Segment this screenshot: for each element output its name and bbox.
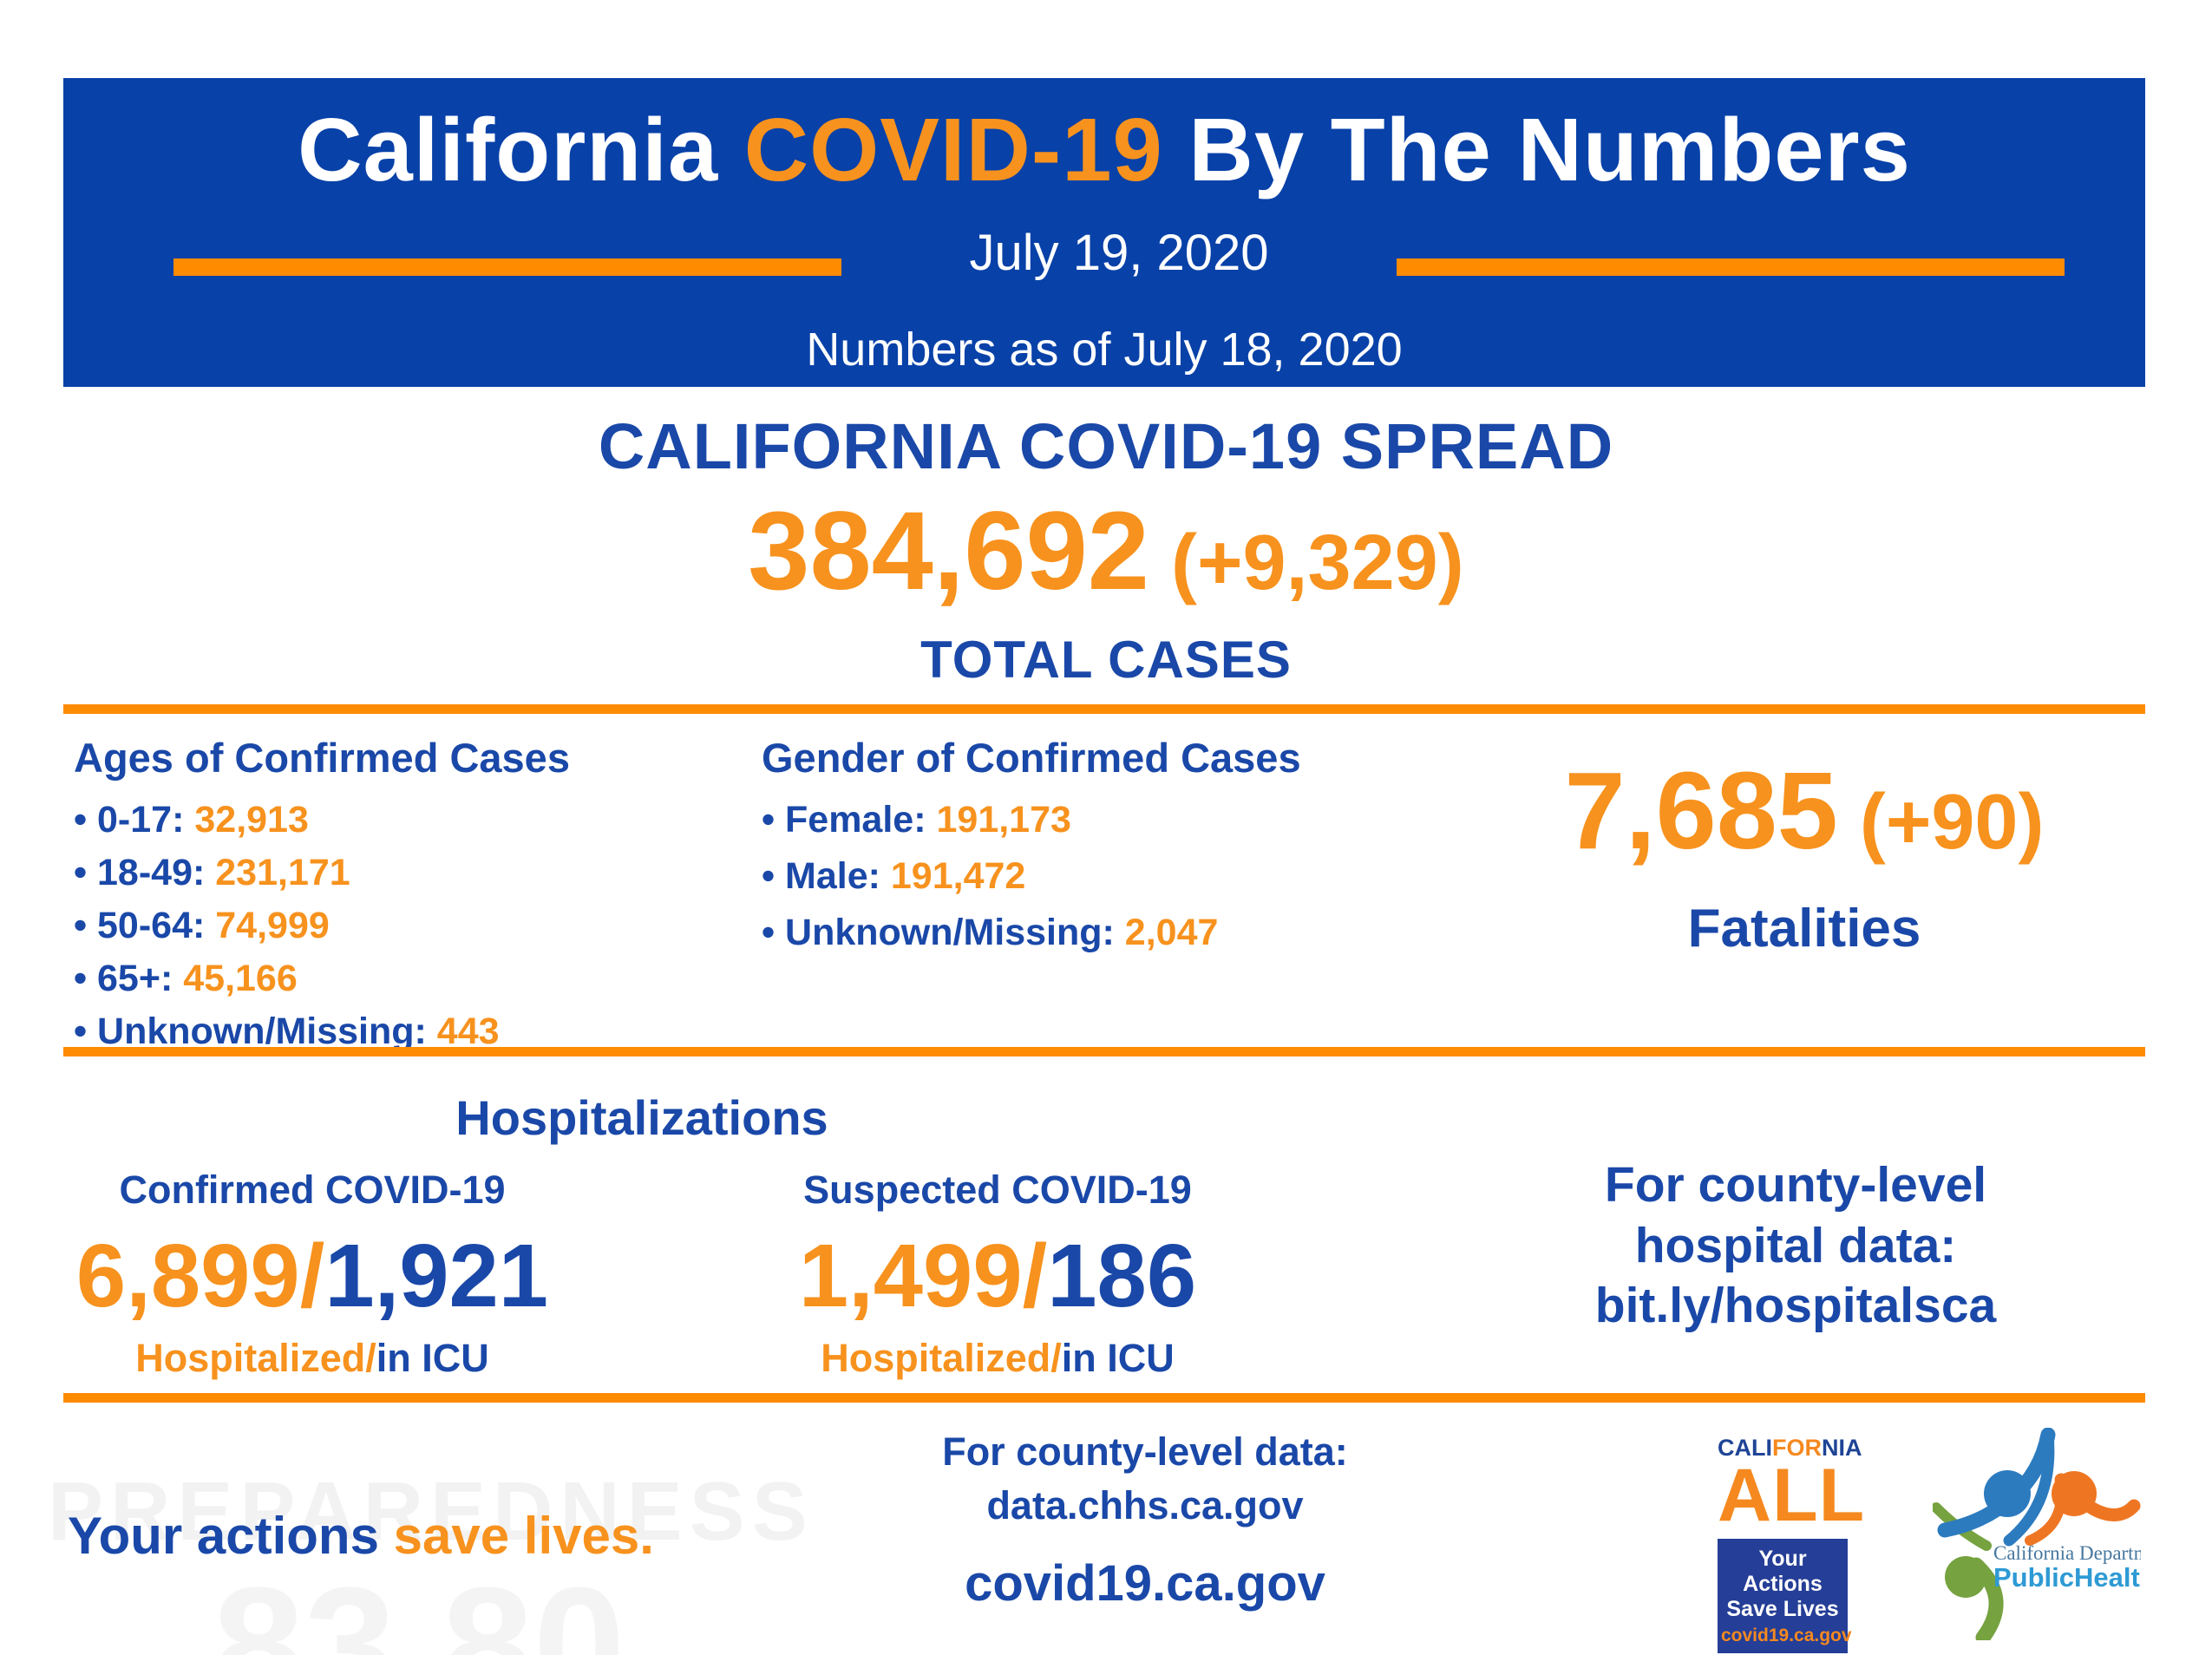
county-data-label: For county-level data: xyxy=(942,1429,1348,1474)
total-cases-delta: (+9,329) xyxy=(1149,520,1464,606)
cdph-line1-svg-text: California Department of xyxy=(1993,1542,2141,1564)
gender-section: Gender of Confirmed Cases Female: 191,17… xyxy=(762,734,1421,970)
note-line-2: hospital data: xyxy=(1634,1217,1957,1273)
ages-item-unknown: Unknown/Missing: 443 xyxy=(74,1012,698,1050)
tagline-your-actions: Your actions xyxy=(68,1507,394,1565)
ages-title: Ages of Confirmed Cases xyxy=(74,735,570,781)
cdph-line2-svg-text: PublicHealth xyxy=(1993,1562,2141,1593)
suspected-numbers: 1,499/186 xyxy=(798,1226,1197,1325)
confirmed-title: Confirmed COVID-19 xyxy=(119,1168,506,1212)
ages-item-50-64: 50-64: 74,999 xyxy=(74,906,698,945)
covid19-site-link: covid19.ca.gov xyxy=(965,1555,1325,1612)
cdph-logo-icon: California Department of PublicHealth xyxy=(1931,1427,2196,1645)
watermark-preparedness: PREPAREDNESS xyxy=(48,1465,815,1558)
fatalities-delta: (+90) xyxy=(1837,779,2045,866)
ages-item-18-49: 18-49: 231,171 xyxy=(74,854,698,892)
badge-site: covid19.ca.gov xyxy=(1721,1626,1852,1646)
date-accent-bar-left xyxy=(173,258,841,276)
tagline: Your actions save lives. xyxy=(68,1506,654,1566)
california-all-wordmark: CALIFORNIA xyxy=(1718,1435,1862,1461)
total-cases-value: 384,692 xyxy=(748,489,1149,613)
total-cases-label: TOTAL CASES xyxy=(920,631,1292,689)
california-all-badge: Your Actions Save Lives covid19.ca.gov xyxy=(1718,1539,1852,1654)
cdph-logo: California Department of PublicHealth xyxy=(1931,1427,2196,1645)
report-date: July 19, 2020 xyxy=(969,225,1269,281)
confirmed-numbers: 6,899/1,921 xyxy=(75,1226,549,1325)
total-cases-number: 384,692 (+9,329) xyxy=(0,487,2212,615)
watermark-number: 83.80 xyxy=(213,1554,625,1655)
gender-item-female: Female: 191,173 xyxy=(762,801,1421,839)
header-banner: California COVID-19 By The Numbers July … xyxy=(63,78,2145,387)
fatalities-label: Fatalities xyxy=(1687,899,1921,958)
title-covid19: COVID-19 xyxy=(743,100,1163,200)
note-line-1: For county-level xyxy=(1604,1157,1987,1213)
california-all-logo: CALIFORNIA ALL Your Actions Save Lives c… xyxy=(1718,1435,1866,1654)
ages-item-65plus: 65+: 45,166 xyxy=(74,959,698,998)
badge-line-1: Your Actions xyxy=(1743,1547,1823,1596)
note-link-bitly: bit.ly/hospitalsca xyxy=(1594,1278,1997,1334)
ages-section: Ages of Confirmed Cases 0-17: 32,913 18-… xyxy=(74,734,698,1065)
suspected-title: Suspected COVID-19 xyxy=(803,1168,1192,1212)
section-divider-bottom xyxy=(63,1393,2145,1403)
county-data-link: data.chhs.ca.gov xyxy=(986,1483,1304,1527)
fatalities-number: 7,685 (+90) xyxy=(1475,748,2134,873)
confirmed-hospitalizations: Confirmed COVID-19 6,899/1,921 Hospitali… xyxy=(74,1168,551,1381)
section-divider-middle xyxy=(63,1047,2145,1056)
county-hospital-data-note: For county-level hospital data: bit.ly/h… xyxy=(1509,1155,2082,1337)
ages-item-0-17: 0-17: 32,913 xyxy=(74,801,698,839)
as-of-date: Numbers as of July 18, 2020 xyxy=(806,324,1403,376)
suspected-hospitalizations: Suspected COVID-19 1,499/186 Hospitalize… xyxy=(746,1168,1249,1381)
tagline-save-lives: save lives. xyxy=(393,1507,654,1565)
date-accent-bar-right xyxy=(1397,258,2065,276)
california-all-all-text: ALL xyxy=(1718,1454,1866,1537)
page-title: California COVID-19 By The Numbers xyxy=(63,99,2145,201)
section-divider-top xyxy=(63,704,2145,714)
gender-item-unknown: Unknown/Missing: 2,047 xyxy=(762,913,1421,952)
fatalities-section: 7,685 (+90) Fatalities xyxy=(1475,748,2134,959)
gender-item-male: Male: 191,472 xyxy=(762,857,1421,895)
suspected-caption: Hospitalized/in ICU xyxy=(821,1336,1175,1380)
hospitalizations-title: Hospitalizations xyxy=(455,1090,828,1145)
confirmed-caption: Hospitalized/in ICU xyxy=(135,1336,489,1380)
gender-title: Gender of Confirmed Cases xyxy=(762,735,1301,781)
badge-line-2: Save Lives xyxy=(1726,1596,1839,1621)
spread-section-title: CALIFORNIA COVID-19 SPREAD xyxy=(598,410,1614,482)
title-by-the-numbers: By The Numbers xyxy=(1162,100,1911,200)
title-california: California xyxy=(298,100,744,200)
fatalities-value: 7,685 xyxy=(1564,749,1838,872)
